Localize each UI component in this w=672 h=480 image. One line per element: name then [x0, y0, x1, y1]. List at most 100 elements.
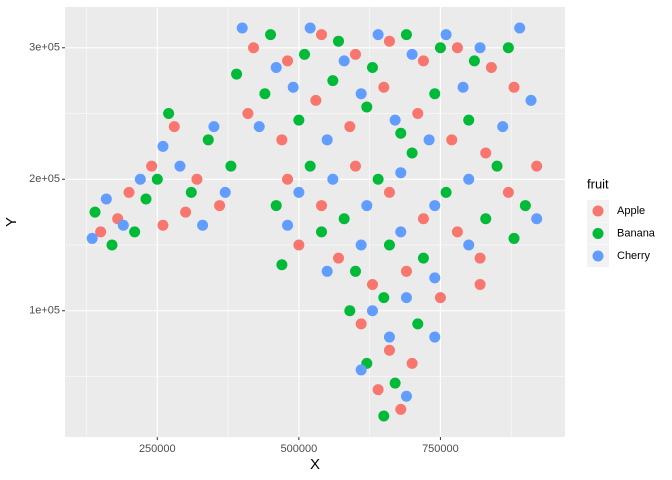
point: [378, 292, 390, 304]
point: [502, 186, 514, 198]
point: [293, 239, 305, 251]
point: [208, 121, 220, 133]
point: [355, 88, 367, 100]
point: [372, 29, 384, 41]
point: [412, 108, 424, 120]
point: [151, 173, 163, 185]
legend-label: Banana: [617, 227, 656, 239]
point: [474, 42, 486, 54]
point: [366, 61, 378, 73]
point: [400, 265, 412, 277]
point: [338, 55, 350, 67]
point: [429, 331, 441, 343]
point: [383, 35, 395, 47]
legend-label: Apple: [617, 205, 645, 217]
point: [168, 121, 180, 133]
point: [525, 94, 537, 106]
point: [400, 292, 412, 304]
point: [491, 160, 503, 172]
y-tick-label: 3e+05: [29, 42, 60, 54]
point: [366, 278, 378, 290]
point: [519, 200, 531, 212]
point: [180, 206, 192, 218]
point: [463, 173, 475, 185]
point: [157, 140, 169, 152]
point: [185, 186, 197, 198]
point: [242, 108, 254, 120]
point: [383, 239, 395, 251]
point: [344, 121, 356, 133]
point: [468, 55, 480, 67]
point: [157, 219, 169, 231]
point: [361, 200, 373, 212]
point: [400, 29, 412, 41]
point: [446, 134, 458, 146]
point: [321, 265, 333, 277]
point: [480, 147, 492, 159]
point: [282, 219, 294, 231]
point: [485, 61, 497, 73]
point: [417, 213, 429, 225]
point: [316, 226, 328, 238]
point: [332, 252, 344, 264]
point: [214, 200, 226, 212]
point: [197, 219, 209, 231]
point: [383, 186, 395, 198]
point: [383, 331, 395, 343]
point: [355, 318, 367, 330]
point: [163, 108, 175, 120]
point: [270, 200, 282, 212]
point: [86, 232, 98, 244]
point: [316, 29, 328, 41]
point: [406, 147, 418, 159]
x-tick-label: 250000: [139, 443, 176, 455]
point: [236, 22, 248, 34]
point: [140, 193, 152, 205]
point: [219, 186, 231, 198]
point: [355, 239, 367, 251]
point: [276, 259, 288, 271]
point: [395, 127, 407, 139]
point: [202, 134, 214, 146]
point: [508, 232, 520, 244]
point: [531, 213, 543, 225]
point: [349, 160, 361, 172]
point: [389, 114, 401, 126]
point: [429, 88, 441, 100]
point: [514, 22, 526, 34]
point: [395, 403, 407, 415]
point: [134, 173, 146, 185]
point: [463, 114, 475, 126]
point: [434, 42, 446, 54]
point: [95, 226, 107, 238]
point: [191, 173, 203, 185]
point: [106, 239, 118, 251]
y-axis-title: Y: [3, 217, 20, 227]
point: [366, 305, 378, 317]
point: [531, 160, 543, 172]
legend-swatch: [592, 250, 604, 262]
point: [389, 377, 401, 389]
point: [440, 29, 452, 41]
point: [480, 213, 492, 225]
x-tick-label: 500000: [281, 443, 318, 455]
point: [248, 42, 260, 54]
point: [429, 272, 441, 284]
point: [338, 213, 350, 225]
point: [225, 160, 237, 172]
point: [265, 29, 277, 41]
point: [457, 81, 469, 93]
point: [406, 357, 418, 369]
legend-swatch: [592, 228, 604, 239]
point: [253, 121, 265, 133]
point: [89, 206, 101, 218]
point: [123, 186, 135, 198]
point: [293, 186, 305, 198]
point: [276, 134, 288, 146]
point: [361, 101, 373, 113]
point: [293, 114, 305, 126]
point: [344, 305, 356, 317]
point: [349, 48, 361, 60]
point: [451, 226, 463, 238]
y-tick-label: 1e+05: [29, 305, 60, 317]
